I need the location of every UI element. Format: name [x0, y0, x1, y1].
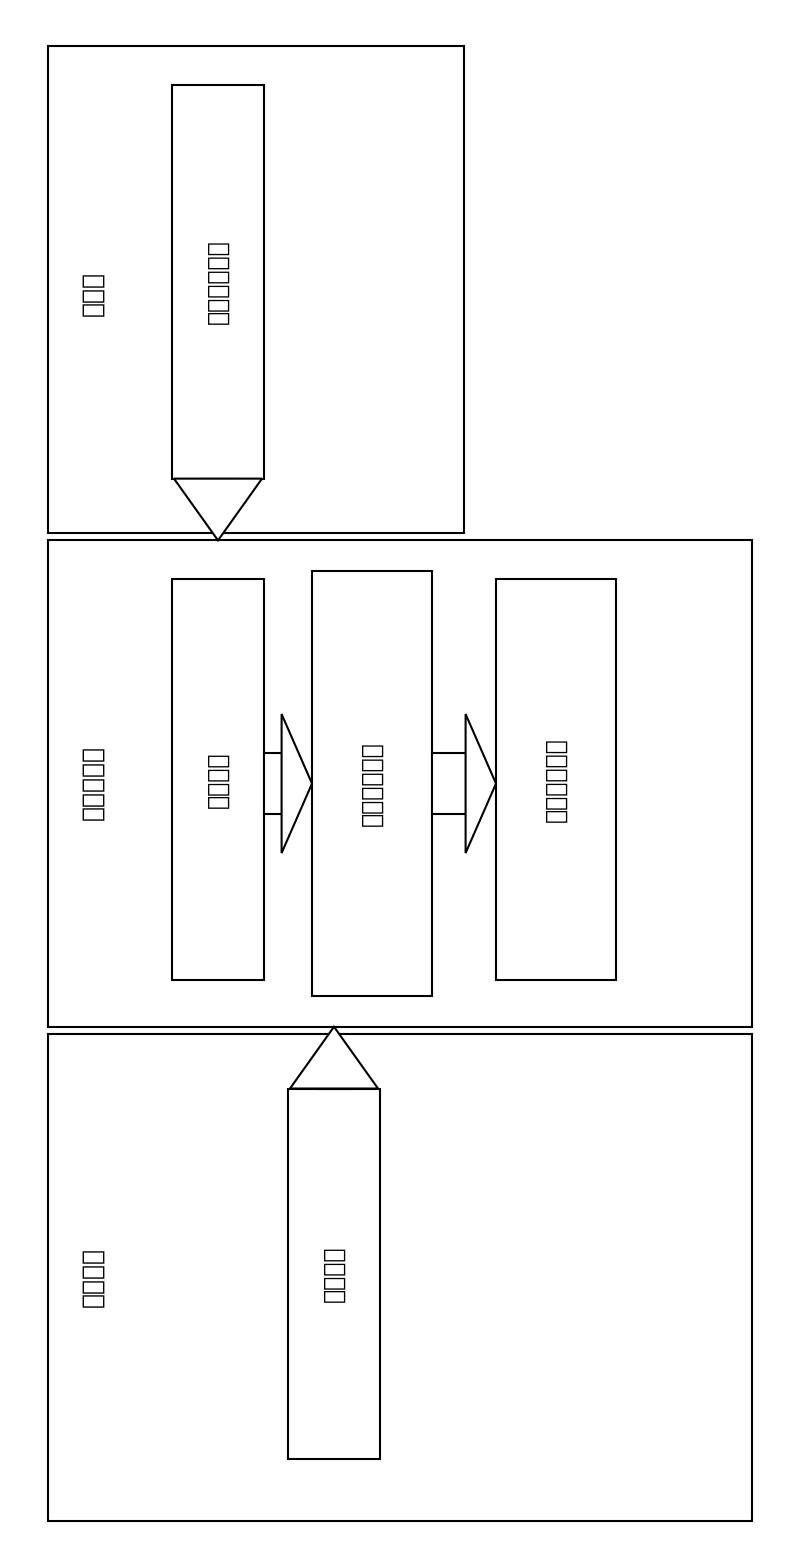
Polygon shape — [264, 752, 282, 814]
Text: 各系统厂商: 各系统厂商 — [80, 746, 104, 820]
Polygon shape — [174, 479, 262, 540]
Polygon shape — [466, 713, 496, 852]
Text: 系统模型: 系统模型 — [206, 752, 230, 808]
Bar — [48, 46, 464, 533]
Text: 系统设计图纸: 系统设计图纸 — [206, 239, 230, 324]
Bar — [48, 540, 752, 1027]
Bar — [496, 579, 616, 980]
Text: 设计院: 设计院 — [80, 270, 104, 317]
Bar — [48, 1034, 752, 1521]
Polygon shape — [282, 713, 312, 852]
Text: 装置模型: 装置模型 — [322, 1246, 346, 1302]
Text: 全站配置模型: 全站配置模型 — [360, 741, 384, 826]
Text: 变电站各系统: 变电站各系统 — [544, 738, 568, 821]
Bar — [288, 1089, 380, 1459]
Text: 装置厂商: 装置厂商 — [80, 1248, 104, 1306]
Bar — [172, 85, 264, 479]
Bar — [172, 579, 264, 980]
Polygon shape — [432, 752, 466, 814]
Polygon shape — [290, 1027, 378, 1089]
Bar — [312, 571, 432, 996]
